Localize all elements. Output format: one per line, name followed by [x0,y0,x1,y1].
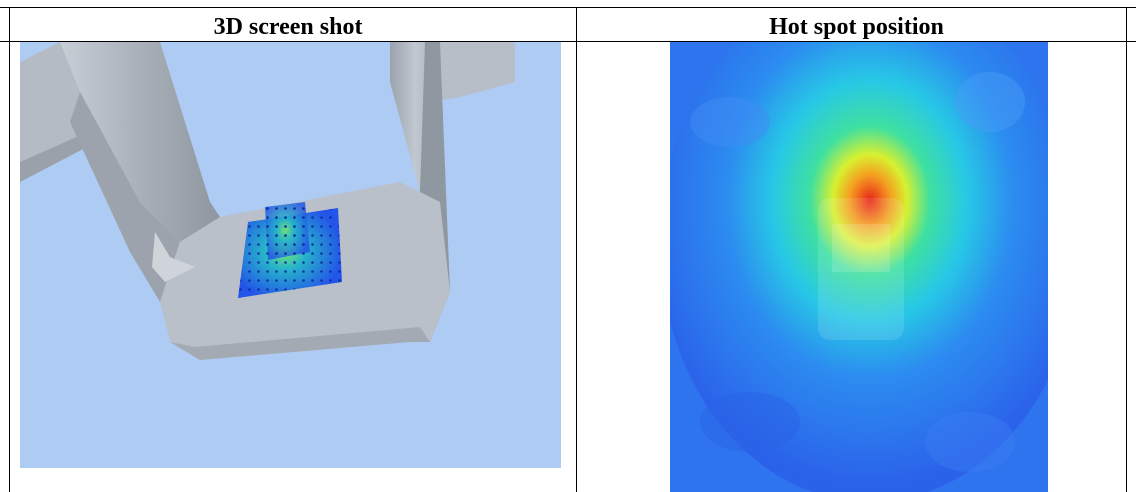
3d-screen-shot-image [20,42,561,468]
header-3d-screen-shot: 3D screen shot [213,14,363,40]
sensor-outline [818,198,904,340]
left-arm [60,42,220,242]
fin [152,232,195,282]
hotspot-grid [238,202,342,298]
header-hot-spot-position: Hot spot position [769,14,944,40]
table-header-divider [0,41,1136,42]
table-right-border [1126,7,1127,492]
table-column-divider [576,7,577,492]
table-left-border [9,7,10,492]
hot-spot-heatmap-image [670,42,1048,492]
table-top-border [0,7,1136,8]
